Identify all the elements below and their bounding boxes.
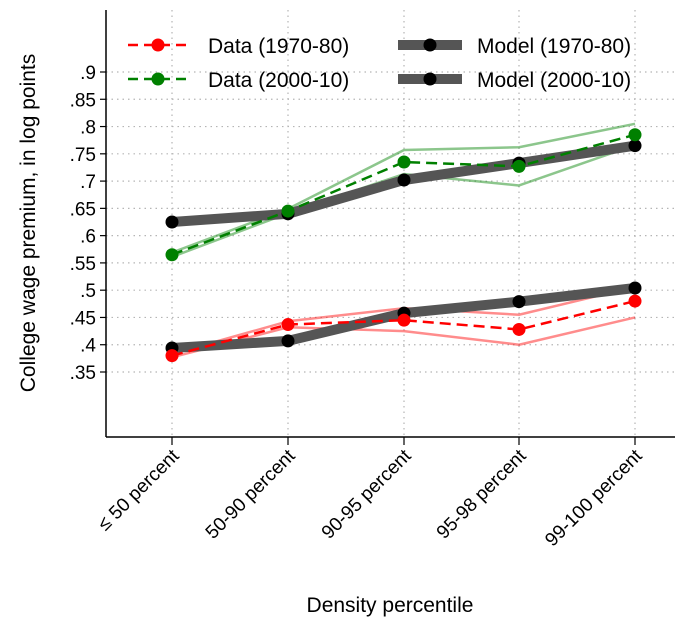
y-tick-label: .65 [70, 199, 96, 220]
series-line [171, 299, 636, 357]
ticks: .35 .4 .45 .5 .55 .6 .65 .7 .75 .8 .85 .9 ≤ 50 perce… [70, 63, 647, 551]
y-tick-label: .35 [70, 363, 96, 384]
data-point [512, 322, 526, 336]
ci-lower-line [171, 316, 636, 359]
legend-swatch-marker [151, 72, 165, 86]
x-tick-label: ≤ 50 percent [94, 445, 184, 535]
legend: Data (1970-80) Data (2000-10) Model (1970-… [128, 35, 631, 92]
x-axis-title: Density percentile [307, 594, 474, 617]
data-point [397, 173, 411, 187]
legend-swatch-marker [151, 38, 165, 52]
y-tick-label: .7 [80, 172, 96, 193]
data-point [165, 248, 179, 262]
data-point [628, 281, 642, 295]
legend-label: Data (1970-80) [208, 35, 349, 58]
data-point [512, 159, 526, 173]
data-point [397, 155, 411, 169]
x-tick-label: 90-95 percent [318, 445, 416, 543]
data-point [165, 215, 179, 229]
legend-label: Model (1970-80) [477, 35, 631, 58]
data-point [628, 128, 642, 142]
data-point [512, 295, 526, 309]
legend-label: Model (2000-10) [477, 69, 631, 92]
axes [105, 10, 675, 438]
y-tick-label: .8 [80, 118, 96, 139]
series-lines [165, 128, 642, 363]
x-tick-label: 95-98 percent [433, 445, 531, 543]
y-tick-label: .85 [70, 90, 96, 111]
y-tick-label: .55 [70, 254, 96, 275]
y-axis-title: College wage premium, in log points [17, 54, 40, 393]
y-tick-label: .4 [80, 336, 96, 357]
legend-swatch-marker [423, 38, 437, 52]
y-tick-label: .5 [80, 281, 96, 302]
y-tick-label: .75 [70, 145, 96, 166]
data-point [281, 334, 295, 348]
data-point [628, 139, 642, 153]
y-tick-label: .6 [80, 227, 96, 248]
x-tick-label: 99-100 percent [541, 445, 647, 551]
data-point [281, 204, 295, 218]
data-point [397, 313, 411, 327]
y-tick-label: .9 [80, 63, 96, 84]
legend-swatch-marker [423, 72, 437, 86]
x-tick-label: 50-90 percent [202, 445, 300, 543]
legend-label: Data (2000-10) [208, 69, 349, 92]
data-point [628, 294, 642, 308]
ci-upper-line [171, 122, 636, 254]
y-tick-label: .45 [70, 308, 96, 329]
data-point [281, 318, 295, 332]
data-point [165, 349, 179, 363]
